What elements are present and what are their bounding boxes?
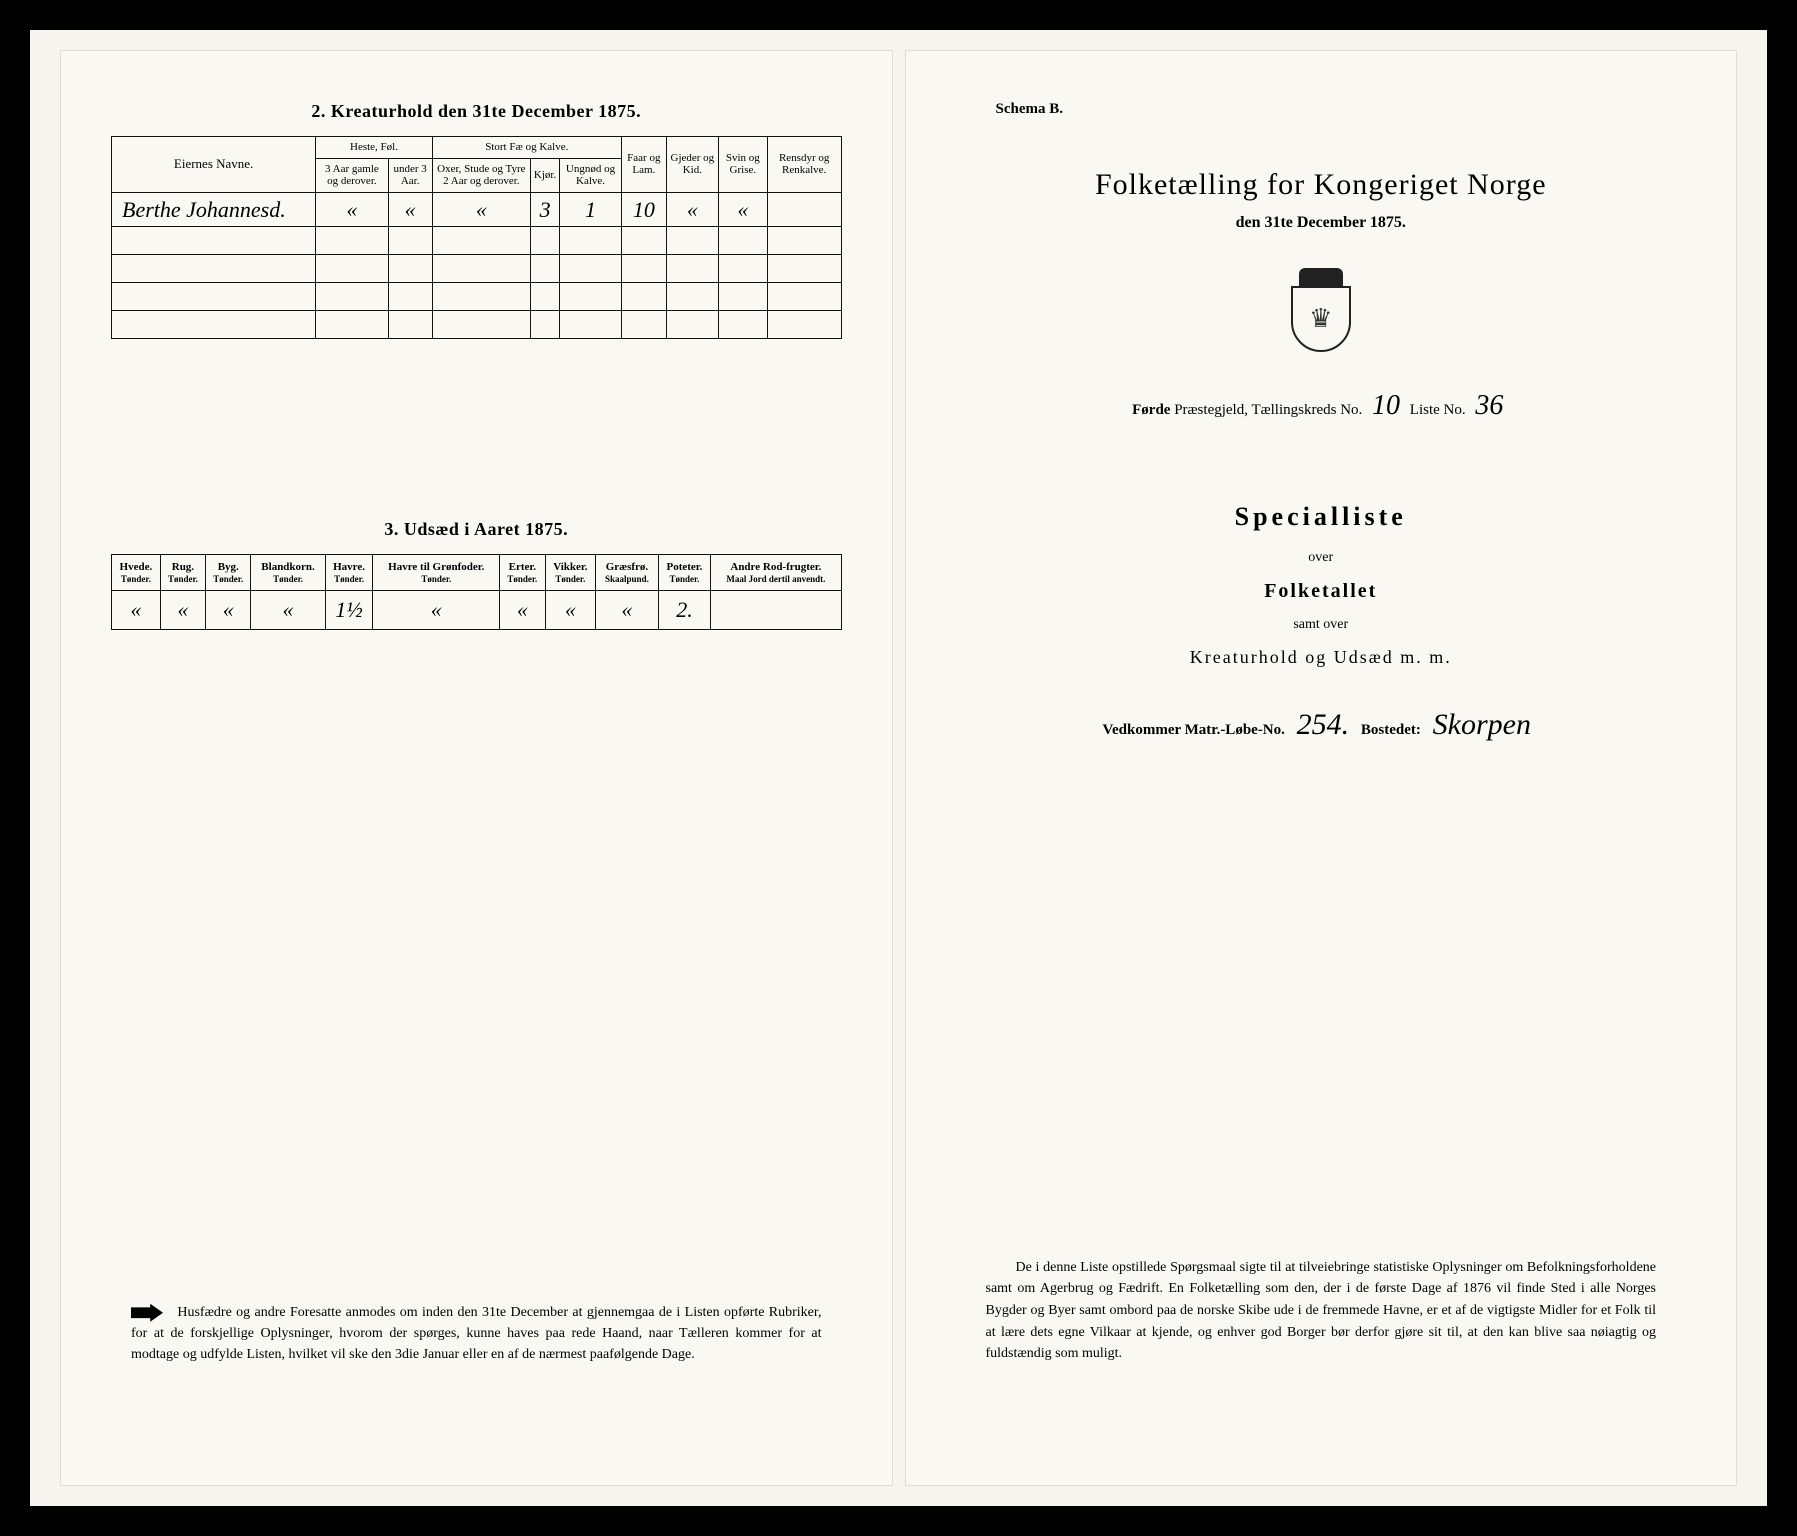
matr-no: 254. [1297, 708, 1350, 741]
col-horse: Heste, Føl. [316, 137, 433, 159]
cell-erter: « [500, 591, 545, 629]
footnote-text: Husfædre og andre Foresatte anmodes om i… [131, 1305, 822, 1362]
col-grasfro: Græsfrø.Skaalpund. [596, 555, 658, 591]
table-row: « « « « 1½ « « « « 2. [112, 591, 842, 629]
col-poteter: Poteter.Tønder. [658, 555, 711, 591]
col-bland: Blandkorn.Tønder. [251, 555, 325, 591]
col-cattle: Stort Fæ og Kalve. [432, 137, 621, 159]
col-cattle-a: Oxer, Stude og Tyre 2 Aar og derover. [432, 158, 530, 192]
kreds-no: 10 [1372, 390, 1400, 421]
cell-rug: « [160, 591, 205, 629]
cell-reindeer [767, 192, 841, 226]
parish-name: Førde [1132, 402, 1170, 418]
table-row [112, 227, 842, 255]
col-pig: Svin og Grise. [718, 137, 767, 193]
right-page: Schema B. Folketælling for Kongeriget No… [905, 50, 1738, 1486]
sub-date: den 31te December 1875. [956, 214, 1687, 232]
col-owner: Eiernes Navne. [112, 137, 316, 193]
folketallet-heading: Folketallet [956, 580, 1687, 603]
cell-horse-b: « [388, 192, 432, 226]
pointing-hand-icon [131, 1304, 163, 1322]
district-label-1: Præstegjeld, Tællingskreds No. [1174, 402, 1366, 418]
col-rug: Rug.Tønder. [160, 555, 205, 591]
table-header-row: Eiernes Navne. Heste, Føl. Stort Fæ og K… [112, 137, 842, 159]
col-horse-b: under 3 Aar. [388, 158, 432, 192]
specialliste-heading: Specialliste [956, 502, 1687, 532]
col-havre-gron: Havre til Grønfoder.Tønder. [373, 555, 500, 591]
main-title: Folketælling for Kongeriget Norge [956, 168, 1687, 202]
cell-goat: « [666, 192, 718, 226]
left-page: 2. Kreaturhold den 31te December 1875. E… [60, 50, 893, 1486]
cell-havre: 1½ [325, 591, 373, 629]
table-row [112, 255, 842, 283]
coat-of-arms-icon: ♛ [1286, 268, 1356, 354]
section3-title: 3. Udsæd i Aaret 1875. [111, 519, 842, 540]
district-line: Førde Præstegjeld, Tællingskreds No. 10 … [956, 390, 1687, 422]
cell-owner: Berthe Johannesd. [112, 192, 316, 226]
bosted: Skorpen [1433, 708, 1531, 741]
cell-byg: « [206, 591, 251, 629]
samt-label: samt over [956, 617, 1687, 633]
col-erter: Erter.Tønder. [500, 555, 545, 591]
vedk-label-1: Vedkommer Matr.-Løbe-No. [1103, 722, 1289, 738]
seed-table: Hvede.Tønder. Rug.Tønder. Byg.Tønder. Bl… [111, 554, 842, 629]
schema-label: Schema B. [996, 101, 1687, 118]
col-hvede: Hvede.Tønder. [112, 555, 161, 591]
cell-cattle-b: 3 [530, 192, 559, 226]
cell-grasfro: « [596, 591, 658, 629]
right-footnote: De i denne Liste opstillede Spørgsmaal s… [986, 1257, 1657, 1365]
col-cattle-c: Ungnød og Kalve. [560, 158, 622, 192]
cell-andre [711, 591, 841, 629]
col-reindeer: Rensdyr og Renkalve. [767, 137, 841, 193]
over-label: over [956, 550, 1687, 566]
table-row: Berthe Johannesd. « « « 3 1 10 « « [112, 192, 842, 226]
left-footnote: Husfædre og andre Foresatte anmodes om i… [131, 1302, 822, 1365]
col-cattle-b: Kjør. [530, 158, 559, 192]
cell-vikker: « [545, 591, 596, 629]
col-goat: Gjeder og Kid. [666, 137, 718, 193]
col-vikker: Vikker.Tønder. [545, 555, 596, 591]
section2-title: 2. Kreaturhold den 31te December 1875. [111, 101, 842, 122]
vedkommer-line: Vedkommer Matr.-Løbe-No. 254. Bostedet: … [956, 708, 1687, 742]
cell-bland: « [251, 591, 325, 629]
col-byg: Byg.Tønder. [206, 555, 251, 591]
cell-hvede: « [112, 591, 161, 629]
cell-pig: « [718, 192, 767, 226]
col-havre: Havre.Tønder. [325, 555, 373, 591]
document-spread: 2. Kreaturhold den 31te December 1875. E… [30, 30, 1767, 1506]
district-label-2: Liste No. [1410, 402, 1470, 418]
liste-no: 36 [1475, 390, 1503, 421]
cell-horse-a: « [316, 192, 388, 226]
table-row [112, 311, 842, 339]
cell-cattle-c: 1 [560, 192, 622, 226]
kreatur-heading: Kreaturhold og Udsæd m. m. [956, 647, 1687, 668]
col-sheep: Faar og Lam. [621, 137, 666, 193]
cell-havre-gron: « [373, 591, 500, 629]
col-horse-a: 3 Aar gamle og derover. [316, 158, 388, 192]
table-header-row: Hvede.Tønder. Rug.Tønder. Byg.Tønder. Bl… [112, 555, 842, 591]
cell-poteter: 2. [658, 591, 711, 629]
cell-sheep: 10 [621, 192, 666, 226]
livestock-table: Eiernes Navne. Heste, Føl. Stort Fæ og K… [111, 136, 842, 339]
col-andre: Andre Rod-frugter.Maal Jord dertil anven… [711, 555, 841, 591]
table-row [112, 283, 842, 311]
vedk-label-2: Bostedet: [1361, 722, 1425, 738]
cell-cattle-a: « [432, 192, 530, 226]
